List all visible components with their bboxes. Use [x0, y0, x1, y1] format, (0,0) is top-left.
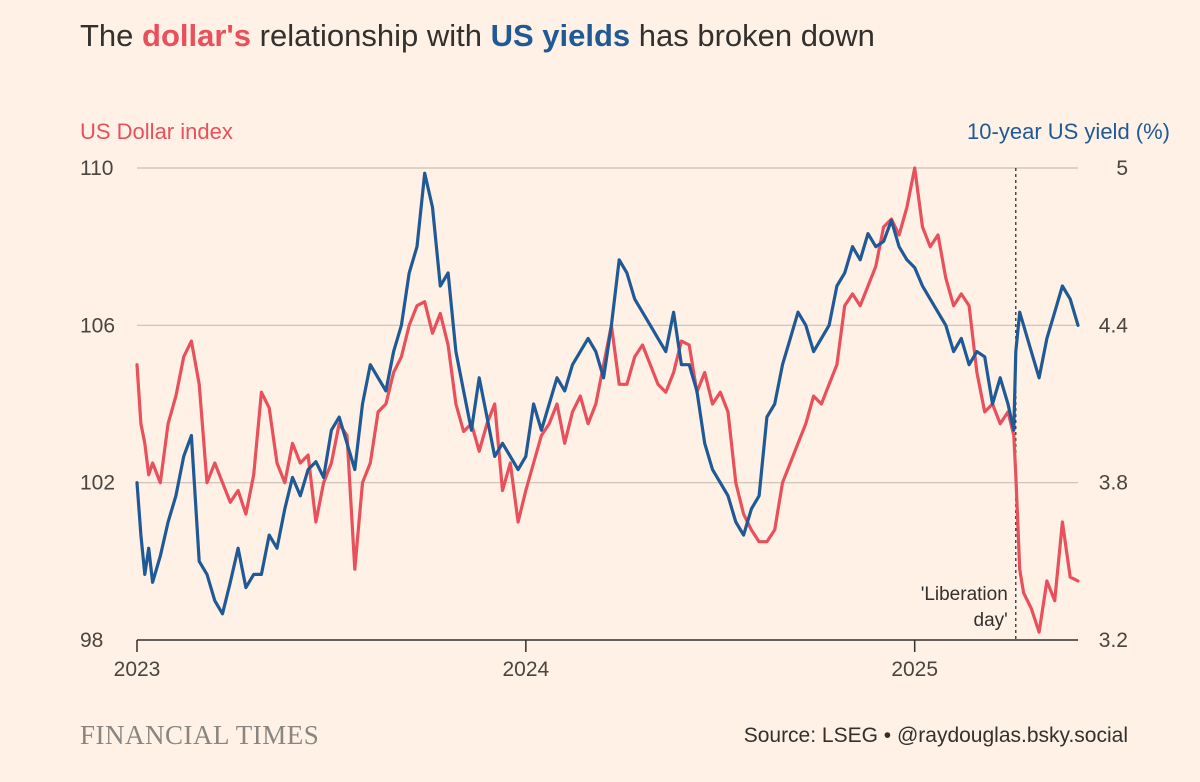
x-tick-label: 2023	[114, 658, 161, 681]
left-tick-label: 98	[80, 629, 103, 652]
title-part-post: has broken down	[630, 18, 875, 53]
treasury-yield-line	[135, 171, 1080, 616]
title-part-mid: relationship with	[251, 18, 491, 53]
brand-logo: FINANCIAL TIMES	[80, 720, 320, 750]
annotation-line2: day'	[974, 610, 1008, 631]
right-tick-label: 3.8	[1099, 472, 1128, 495]
right-tick-label: 5	[1116, 157, 1128, 180]
title-part-pre: The	[80, 18, 143, 53]
source-credit: Source: LSEG • @raydouglas.bsky.social	[743, 724, 1128, 747]
title-part-yields: US yields	[490, 18, 631, 53]
left-axis-label: US Dollar index	[80, 119, 233, 144]
right-tick-label: 4.4	[1099, 314, 1129, 337]
right-tick-label: 3.2	[1099, 629, 1128, 652]
x-tick-label: 2024	[502, 658, 549, 681]
right-axis-label: 10-year US yield (%)	[967, 119, 1170, 144]
left-tick-label: 110	[80, 157, 113, 180]
dollar-index-line	[135, 166, 1080, 634]
axis-group: 110 5 106 4.4 102 3.8 98 3.2 2023 2024 2025	[80, 157, 1128, 681]
series-lines	[135, 166, 1080, 634]
x-tick-label: 2025	[891, 658, 938, 681]
chart-title: The dollar's relationship with US yields…	[80, 16, 875, 56]
left-tick-label: 102	[80, 472, 115, 495]
annotation-line1: 'Liberation	[921, 584, 1008, 605]
left-tick-label: 106	[80, 314, 115, 337]
title-part-dollar: dollar's	[142, 18, 252, 53]
gridlines	[137, 167, 1078, 484]
